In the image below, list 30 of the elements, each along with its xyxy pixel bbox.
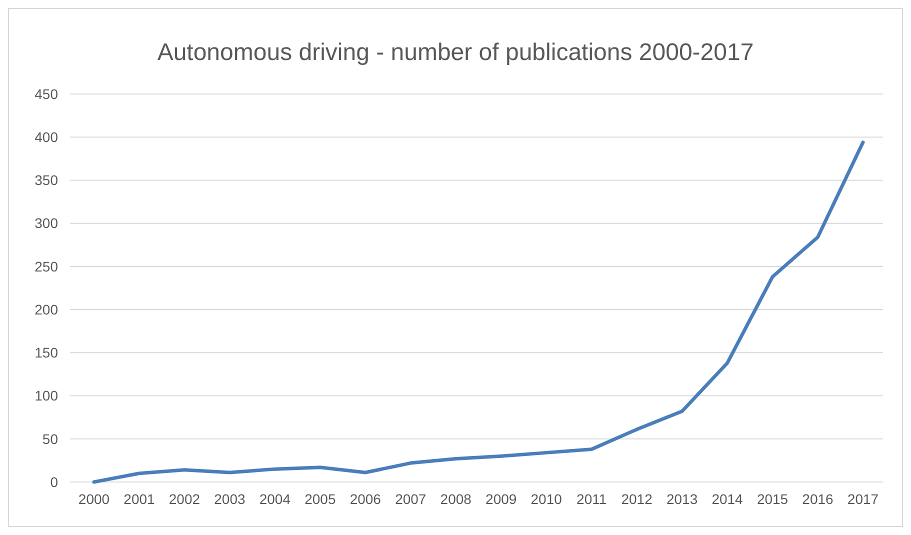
y-tick-label: 350	[34, 172, 58, 188]
x-tick-label: 2010	[530, 491, 562, 507]
y-tick-label: 150	[34, 344, 58, 361]
x-tick-label: 2006	[350, 491, 382, 507]
x-tick-label: 2011	[576, 491, 607, 507]
x-tick-label: 2017	[847, 491, 879, 507]
x-tick-label: 2009	[486, 491, 517, 507]
x-tick-label: 2002	[168, 491, 200, 507]
x-tick-label: 2004	[259, 491, 291, 507]
x-tick-label: 2008	[440, 491, 472, 507]
x-tick-label: 2015	[756, 491, 788, 507]
x-tick-label: 2016	[802, 491, 834, 507]
y-tick-label: 450	[34, 86, 58, 102]
y-tick-label: 50	[42, 430, 58, 447]
y-tick-label: 200	[34, 301, 58, 318]
y-tick-label: 400	[34, 129, 58, 146]
y-tick-label: 250	[34, 258, 58, 274]
x-tick-label: 2012	[621, 491, 653, 507]
x-tick-label: 2007	[395, 491, 426, 507]
chart-title: Autonomous driving - number of publications 2000-2017	[157, 39, 754, 66]
x-tick-label: 2005	[304, 491, 336, 507]
x-tick-label: 2003	[214, 491, 246, 507]
y-tick-label: 0	[50, 474, 58, 490]
y-tick-label: 100	[34, 388, 58, 404]
x-tick-label: 2001	[124, 491, 156, 507]
line-series	[92, 140, 865, 484]
x-tick-label: 2013	[666, 491, 698, 507]
x-tick-label: 2000	[78, 491, 110, 507]
y-tick-label: 300	[34, 215, 58, 232]
x-tick-label: 2014	[712, 491, 744, 507]
